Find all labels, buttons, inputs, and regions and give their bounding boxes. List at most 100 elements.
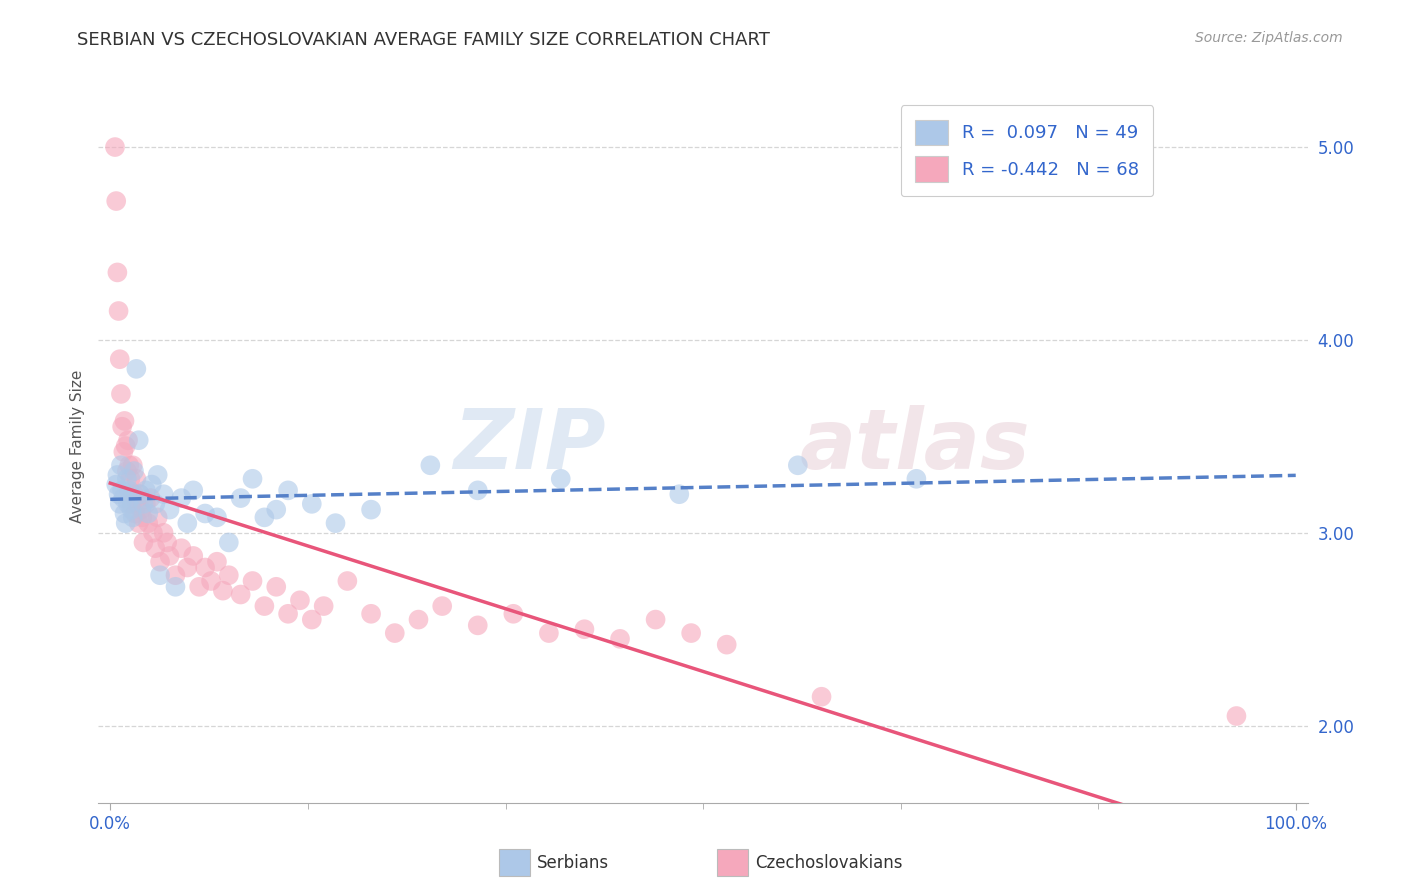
Point — [129, 487, 152, 501]
Y-axis label: Average Family Size: Average Family Size — [69, 369, 84, 523]
Point — [550, 472, 572, 486]
Point — [325, 516, 347, 530]
Point — [120, 472, 142, 486]
Point — [467, 618, 489, 632]
Point — [142, 525, 165, 540]
Point — [110, 387, 132, 401]
Point — [384, 626, 406, 640]
Point — [681, 626, 703, 640]
Point — [146, 467, 169, 482]
Point — [121, 510, 143, 524]
Point — [574, 622, 596, 636]
Point — [716, 638, 738, 652]
Point — [242, 574, 264, 588]
Point — [110, 458, 132, 473]
Point — [336, 574, 359, 588]
Point — [105, 265, 128, 279]
Point — [419, 458, 441, 473]
Point — [188, 580, 211, 594]
Point — [432, 599, 454, 613]
Point — [122, 464, 145, 478]
Point — [1225, 709, 1247, 723]
Point — [104, 140, 127, 154]
Point — [129, 487, 152, 501]
Point — [141, 477, 163, 491]
Point — [121, 458, 143, 473]
Point — [644, 613, 666, 627]
Point — [114, 507, 136, 521]
Point — [152, 487, 174, 501]
Point — [152, 525, 174, 540]
Point — [114, 414, 136, 428]
Legend: R =  0.097   N = 49, R = -0.442   N = 68: R = 0.097 N = 49, R = -0.442 N = 68 — [901, 105, 1153, 196]
Point — [229, 491, 252, 505]
Point — [125, 472, 148, 486]
Point — [131, 510, 153, 524]
Point — [136, 516, 159, 530]
Point — [135, 497, 157, 511]
Point — [108, 352, 131, 367]
Point — [181, 483, 204, 498]
Point — [218, 535, 240, 549]
Point — [264, 580, 287, 594]
Point — [181, 549, 204, 563]
Point — [143, 497, 166, 511]
Point — [117, 497, 139, 511]
Point — [120, 491, 142, 505]
Point — [170, 541, 193, 556]
Point — [125, 362, 148, 376]
Point — [253, 510, 276, 524]
Point — [115, 464, 138, 478]
Point — [132, 535, 155, 549]
Point — [537, 626, 560, 640]
Point — [360, 607, 382, 621]
Point — [111, 483, 134, 498]
Point — [312, 599, 335, 613]
Point — [105, 467, 128, 482]
Point — [159, 502, 181, 516]
Point — [176, 560, 198, 574]
Point — [114, 516, 136, 530]
Point — [905, 472, 928, 486]
Point — [132, 497, 155, 511]
Point — [129, 502, 152, 516]
Point — [121, 502, 143, 516]
Point — [301, 497, 323, 511]
Point — [108, 497, 131, 511]
Point — [668, 487, 690, 501]
Text: Czechoslovakians: Czechoslovakians — [755, 854, 903, 871]
Point — [115, 472, 138, 486]
Point — [609, 632, 631, 646]
Point — [135, 483, 157, 498]
Point — [253, 599, 276, 613]
Point — [114, 439, 136, 453]
Point — [117, 434, 139, 448]
Point — [139, 491, 162, 505]
Point — [111, 419, 134, 434]
Point — [229, 587, 252, 601]
Text: Source: ZipAtlas.com: Source: ZipAtlas.com — [1195, 31, 1343, 45]
Point — [264, 502, 287, 516]
Point — [112, 444, 135, 458]
Point — [122, 487, 145, 501]
Text: atlas: atlas — [800, 406, 1031, 486]
Point — [277, 483, 299, 498]
Point — [205, 510, 228, 524]
Point — [146, 510, 169, 524]
Point — [176, 516, 198, 530]
Point — [194, 507, 217, 521]
Point — [112, 491, 135, 505]
Point — [242, 472, 264, 486]
Point — [105, 194, 128, 208]
Point — [277, 607, 299, 621]
Point — [165, 580, 187, 594]
Point — [149, 568, 172, 582]
Point — [124, 507, 146, 521]
Point — [467, 483, 489, 498]
Point — [105, 477, 128, 491]
Point — [118, 458, 141, 473]
Point — [194, 560, 217, 574]
Point — [212, 583, 235, 598]
Point — [136, 507, 159, 521]
Point — [107, 304, 129, 318]
